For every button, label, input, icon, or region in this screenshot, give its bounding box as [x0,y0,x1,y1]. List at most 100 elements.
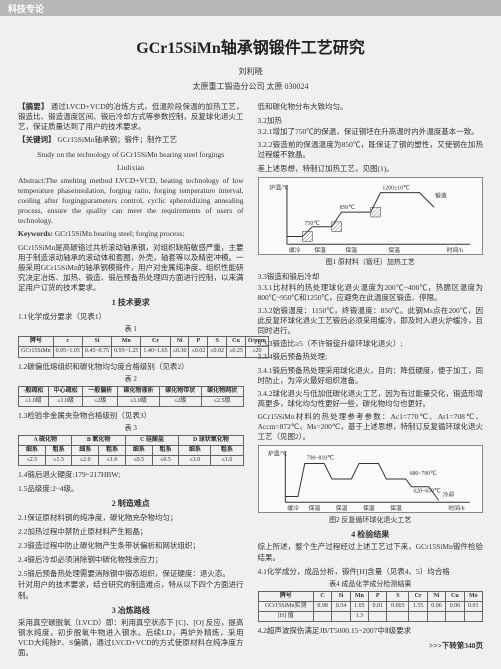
table-cell: 1.3 [350,612,368,622]
table-cell: GCr15SiMn [19,347,54,357]
table-cell: ≤0.25 [227,347,246,357]
table-cell: S [208,337,227,347]
table-cell: 0.95~1.05 [53,347,82,357]
right-p1: 低和碳化物分布大致均匀。 [258,102,484,112]
table-cell: 1.55 [409,601,427,611]
table-cell: -般疏松 [19,386,49,396]
table-cell: ≤2.5级 [201,396,243,406]
fig2-th: 790~810℃ [306,456,334,462]
abstract-label-zh: 【摘要】 [18,102,49,111]
intro-para: GCr15SiMn是高碳铬过共析滚动轴承钢，对组织缺陷敏感严重，主要用于制造滚动… [18,243,244,294]
section-3-head: 3 冶炼路线 [18,605,244,616]
table-cell: ≤0.5 [152,456,179,466]
table-cell: Ni [170,337,189,347]
table-head-cell: A 硫化物 [19,435,72,445]
table-cell: 0.06 [446,601,464,611]
sec3-3: 3.3锻造和锻后冷却 [258,271,484,282]
keywords-text-zh: GCr15SiMn轴承钢；锻件；制作工艺 [57,135,177,144]
table-cell: Cu [227,337,246,347]
table-cell: ≤2.5 [19,456,46,466]
author-en: Liulixiao [18,163,244,173]
fig2-final: 冷却 [442,491,454,499]
table-cell [464,612,482,622]
table-cell: S [387,591,409,601]
fig2-cool: 620~650℃ [413,489,441,495]
abstract-en: Abstract:The smelting method LVCD+VCD, h… [18,176,244,227]
left-column: 【摘要】 通过LVCD+VCD的冶炼方式，低温阶段保温的加热工艺，锻造比、锻造温… [18,102,244,661]
table-cell: 粗系 [45,446,72,456]
table-cell: Si [332,591,350,601]
sec1-4: 1.4锻后退火硬度:179~217HBW; [18,469,244,480]
table-3: A 硫化物B 氧化物C 硅酸盐D 球状氧化物 细系粗系细系粗系细系粗系细系粗系 … [18,435,244,467]
table-cell: GCr15SiMn实测 [258,601,313,611]
table-cell [409,612,427,622]
table-cell: 0.98 [313,601,331,611]
sec1-5: 1.5品级度:2~4级。 [18,483,244,494]
sec3-2-2: 3.2.2锻造前的保温温度为850℃，既保证了钢的塑性，又使钢在加热过程缓不致晶… [258,140,484,160]
para3: 采用真空碳脱氧（LVCD）即：利用真空状态下 [C]、[O] 反应，提高钢水纯度… [18,618,244,659]
two-column-layout: 【摘要】 通过LVCD+VCD的冶炼方式，低温阶段保温的加热工艺，锻造比、锻造温… [18,102,483,661]
table-cell: 牌号 [258,591,313,601]
table-cell [332,612,350,622]
fig1-t2: 850℃ [339,205,355,211]
table-cell: ≤0.30 [170,347,189,357]
fig1-forge: 锻造 [435,191,447,199]
table-head-cell: D 球状氧化物 [179,435,243,445]
keywords-label-en: Keywords: [18,229,53,238]
table-cell: 0.01 [369,601,387,611]
table-cell: Ni [427,591,445,601]
table-cell: Cu [446,591,464,601]
table-cell: Cr [409,591,427,601]
para2-tail: 针对用户的技术要求，结合研究的制造难点，特从以下四个方面进行制。 [18,580,244,600]
fig2-l3: 保温 [362,504,374,512]
table-cell: ≤0.02 [189,347,208,357]
sec4-2: 4.2超声波探伤满足JB/T5000.15~2007中Ⅱ级要求 [258,625,484,636]
figure-1-caption: 图1 原材料（锻坯）加热工艺 [258,257,484,267]
keywords-en: Keywords: GCr15SiMn bearing steel; forgi… [18,229,244,239]
fig1-ylabel: 炉温/℃ [269,183,288,191]
sec3-2: 3.2加热 [258,115,484,126]
table-cell: Mn [112,337,141,347]
fig2-l2: 保温 [335,504,347,512]
table-cell: 0.06 [427,601,445,611]
table-cell: 0.01 [464,601,482,611]
page-content: GCr15SiMn轴承钢锻件工艺研究 刘利晓 太原重工锻造分公司 太原 0300… [0,16,501,669]
table-cell: 牌号 [19,337,54,347]
table-cell: 细系 [19,446,46,456]
sec2-3: 2.3锻造过程中防止碳化物产生条带状偏析和网状组织； [18,540,244,551]
table-cell: ≤1.0 [99,456,126,466]
sec3-4-2: 3.4.2球化退火与低加低碳化退火工艺，因为有过能量交化，锻造形增高更多，球化均… [258,389,484,409]
fig1-t3: 1200±10℃ [382,185,410,191]
table-head-cell: B 氧化物 [72,435,125,445]
table-cell: ≤1.0 [211,456,243,466]
table-cell: 1.05 [350,601,368,611]
table-cell: 0.54 [332,601,350,611]
table-cell: 碳化物带状 [159,386,201,396]
title-en: Study on the technology of GCr15SiMn bea… [18,150,244,160]
section-4-head: 4 检验结果 [258,529,484,540]
table-cell: 细系 [179,446,211,456]
keywords-text-en: GCr15SiMn bearing steel; forging process… [55,229,184,238]
table-cell: ≤0.02 [208,347,227,357]
table-cell: Si [82,337,111,347]
figure-1-chart: 炉温/℃ 时间/h 750℃ 850℃ 1200±10℃ 锻造 缓冷 保温 保温… [258,177,484,255]
sec1-3: 1.3检验非金属夹杂物合格级别（见表3） [18,410,244,421]
fig1-svg: 炉温/℃ 时间/h 750℃ 850℃ 1200±10℃ 锻造 缓冷 保温 保温… [259,178,483,254]
table-cell [369,612,387,622]
table-2: -般疏松中心疏松一般偏析碳化物液析碳化物带状碳化物网状 ≤1.0级≤1.0级≤2… [18,386,244,407]
table1-caption: 表 1 [18,324,244,334]
fig1-l0: 缓冷 [288,246,300,254]
sec3-2-1: 3.2.1增加了750℃的保温，保证钢坯在升高温时内外温度基本一致。 [258,127,484,137]
figure-2-caption: 图2 反复循环球化退火工艺 [258,515,484,525]
table-cell: Cr [141,337,170,347]
table-cell: 粗系 [152,446,179,456]
table-cell: [H] 值 [258,612,313,622]
fig1-t1: 750℃ [304,220,320,226]
fig2-l4: 保温 [390,504,402,512]
table2-caption: 表 2 [18,374,244,384]
fig2-xlabel: 时间/h [448,504,464,512]
para4: 综上所述，整个生产过程经过上述工艺过下来，GCr15SiMn锻件检验结果。 [258,542,484,562]
table-cell: ≤1.0级 [48,396,83,406]
para3-4-tail: GCr15SiMn材料的热处理参考参数：Ac1=770℃、Ar1=708℃、Ac… [258,412,484,442]
table-cell: ≤1.0级 [118,396,160,406]
